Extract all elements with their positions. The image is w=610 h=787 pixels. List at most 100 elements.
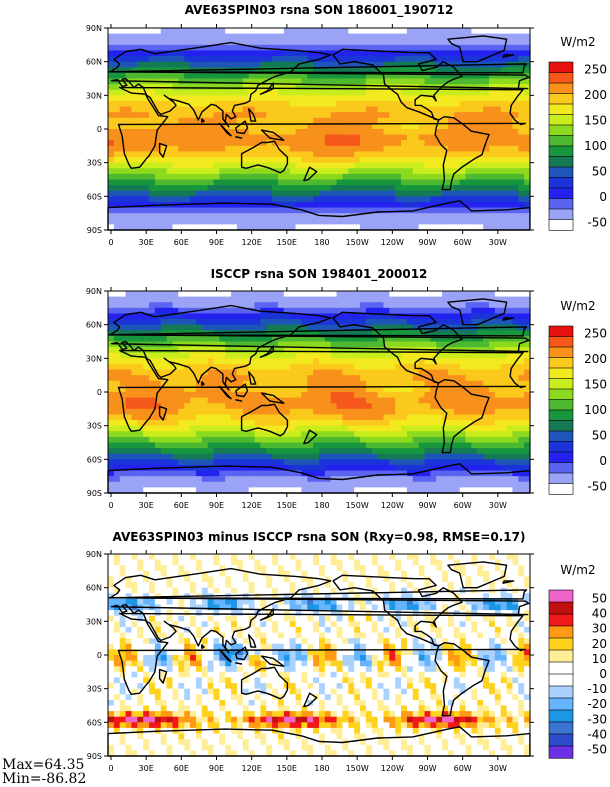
field-cell	[184, 325, 190, 331]
field-cell	[278, 191, 284, 197]
field-cell	[430, 146, 436, 152]
field-cell	[389, 364, 395, 370]
field-cell	[325, 398, 331, 404]
field-cell	[319, 101, 325, 107]
field-cell	[389, 319, 395, 325]
field-cell	[231, 426, 237, 432]
field-cell	[225, 56, 231, 62]
field-cell	[272, 90, 278, 96]
field-cell	[354, 291, 360, 297]
colorbar-swatch	[549, 94, 573, 105]
field-cell	[266, 420, 272, 426]
field-cell	[319, 135, 325, 141]
field-cell	[342, 101, 348, 107]
field-cell	[495, 28, 501, 34]
field-cell	[460, 392, 466, 398]
field-cell	[313, 34, 319, 40]
field-cell	[489, 443, 495, 449]
field-cell	[278, 174, 284, 180]
field-cell	[319, 414, 325, 420]
field-cell	[208, 459, 214, 465]
field-cell	[214, 34, 220, 40]
field-cell	[243, 219, 249, 225]
field-cell	[260, 381, 266, 387]
field-cell	[313, 448, 319, 454]
field-cell	[436, 28, 442, 34]
field-cell	[172, 39, 178, 45]
field-cell	[126, 325, 132, 331]
field-cell	[178, 112, 184, 118]
field-cell	[360, 403, 366, 409]
field-cell	[108, 185, 114, 191]
field-cell	[407, 213, 413, 219]
field-cell	[471, 101, 477, 107]
field-cell	[131, 213, 137, 219]
field-cell	[348, 291, 354, 297]
field-cell	[108, 79, 114, 85]
field-cell	[255, 34, 261, 40]
field-cell	[389, 196, 395, 202]
field-cell	[313, 370, 319, 376]
field-cell	[383, 202, 389, 208]
field-cell	[518, 459, 524, 465]
field-cell	[149, 308, 155, 314]
field-cell	[460, 364, 466, 370]
field-cell	[454, 403, 460, 409]
field-cell	[149, 56, 155, 62]
field-cell	[425, 443, 431, 449]
field-cell	[413, 45, 419, 51]
field-cell	[512, 297, 518, 303]
field-cell	[477, 443, 483, 449]
field-cell	[454, 185, 460, 191]
field-cell	[378, 39, 384, 45]
field-cell	[167, 459, 173, 465]
field-cell	[225, 426, 231, 432]
field-cell	[260, 219, 266, 225]
field-cell	[131, 437, 137, 443]
field-cell	[454, 157, 460, 163]
field-cell	[507, 414, 513, 420]
field-cell	[184, 353, 190, 359]
field-cell	[512, 28, 518, 34]
field-cell	[243, 95, 249, 101]
field-cell	[231, 34, 237, 40]
field-cell	[114, 448, 120, 454]
field-cell	[448, 414, 454, 420]
field-cell	[360, 34, 366, 40]
field-cell	[114, 168, 120, 174]
field-cell	[225, 297, 231, 303]
field-cell	[172, 437, 178, 443]
field-cell	[325, 163, 331, 169]
field-cell	[114, 146, 120, 152]
field-cell	[460, 140, 466, 146]
field-cell	[190, 313, 196, 319]
field-cell	[425, 302, 431, 308]
field-cell	[120, 319, 126, 325]
field-cell	[378, 342, 384, 348]
field-cell	[383, 381, 389, 387]
field-cell	[337, 157, 343, 163]
field-cell	[407, 95, 413, 101]
field-cell	[290, 107, 296, 113]
field-cell	[366, 146, 372, 152]
field-cell	[460, 157, 466, 163]
field-cell	[178, 107, 184, 113]
field-cell	[214, 342, 220, 348]
field-cell	[407, 443, 413, 449]
field-cell	[108, 45, 114, 51]
field-cell	[131, 140, 137, 146]
field-cell	[407, 174, 413, 180]
field-cell	[184, 50, 190, 56]
field-cell	[272, 443, 278, 449]
field-cell	[512, 202, 518, 208]
field-cell	[337, 297, 343, 303]
field-cell	[325, 443, 331, 449]
field-cell	[378, 129, 384, 135]
field-cell	[395, 191, 401, 197]
field-cell	[249, 101, 255, 107]
field-cell	[231, 443, 237, 449]
field-cell	[172, 325, 178, 331]
field-cell	[178, 398, 184, 404]
field-cell	[389, 146, 395, 152]
field-cell	[260, 370, 266, 376]
